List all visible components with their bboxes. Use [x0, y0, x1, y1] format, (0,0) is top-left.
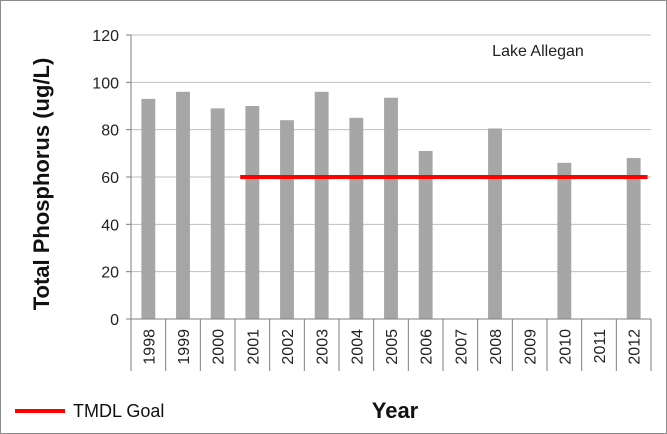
y-tick-label: 80 — [101, 123, 119, 140]
bar-2003 — [314, 91, 329, 319]
y-tick-labels: 0 20 40 60 80 100 120 — [92, 28, 119, 329]
x-tick-label: 2005 — [384, 329, 401, 365]
y-tick-label: 100 — [92, 75, 119, 92]
lake-annotation: Lake Allegan — [492, 43, 584, 60]
x-tick-label: 2009 — [523, 329, 540, 365]
x-tick-label: 2011 — [592, 329, 609, 364]
x-tick-label: 2012 — [627, 329, 644, 365]
bar-2008 — [488, 128, 502, 319]
y-tick-label: 60 — [101, 170, 119, 187]
x-axis-title: Year — [372, 398, 419, 423]
bar-2012 — [626, 158, 641, 319]
bar-2000 — [210, 108, 225, 319]
x-tick-label: 2003 — [315, 329, 332, 365]
bar-2002 — [280, 120, 294, 319]
x-tick-label: 1998 — [141, 329, 158, 365]
x-tick-label: 2004 — [349, 329, 366, 365]
legend-label: TMDL Goal — [73, 401, 164, 421]
x-tick-labels: 1998 1999 2000 2001 2002 2003 2004 2005 2006 2007… — [141, 329, 643, 365]
y-tick-label: 0 — [110, 312, 119, 329]
bar-2004 — [349, 117, 364, 319]
x-tick-label: 2002 — [280, 329, 297, 365]
y-axis-title: Total Phosphorus (ug/L) — [29, 58, 54, 311]
x-tick-label: 2008 — [488, 329, 505, 365]
x-tick-label: 2000 — [211, 329, 228, 365]
x-tick-label: 2006 — [419, 329, 436, 365]
y-tick-label: 40 — [101, 217, 119, 234]
axes — [126, 34, 652, 371]
bar-2005 — [384, 97, 398, 319]
x-tick-label: 2001 — [245, 329, 262, 365]
bars — [141, 91, 641, 320]
bar-2010 — [557, 162, 572, 319]
bar-1999 — [176, 91, 190, 319]
y-tick-label: 120 — [92, 28, 119, 45]
bar-2006 — [418, 150, 433, 319]
x-tick-label: 2010 — [557, 329, 574, 365]
y-tick-label: 20 — [101, 265, 119, 282]
bar-2001 — [245, 106, 260, 319]
x-tick-label: 1999 — [176, 329, 193, 365]
bar-1998 — [141, 98, 156, 320]
x-tick-label: 2007 — [453, 329, 470, 365]
